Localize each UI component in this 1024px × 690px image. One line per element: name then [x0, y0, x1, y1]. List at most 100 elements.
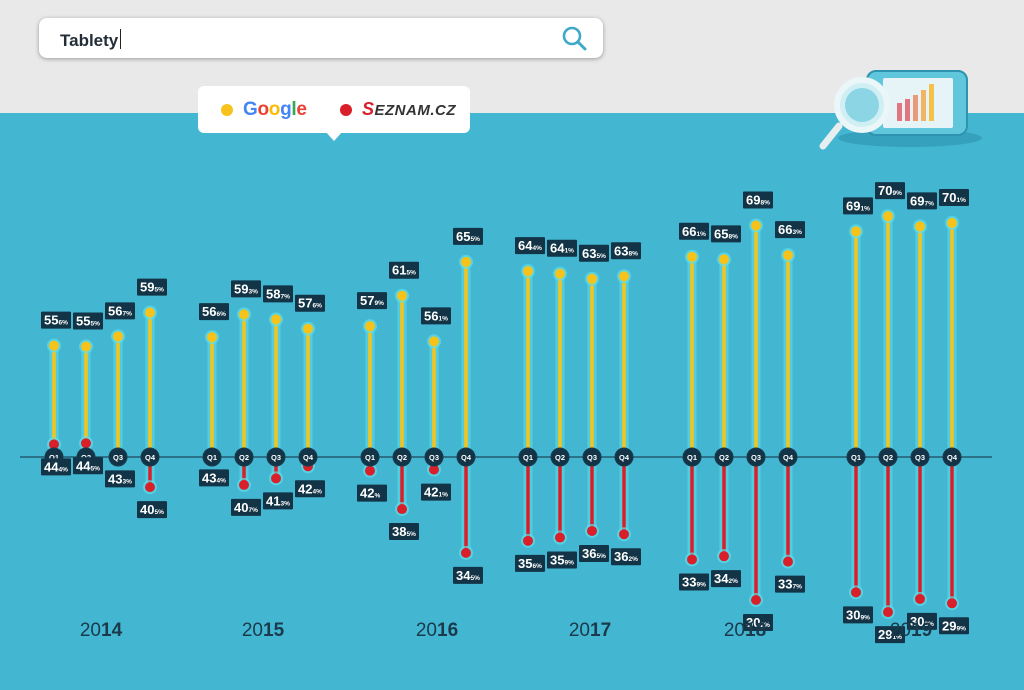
seznam-value-label-bg	[775, 575, 805, 593]
google-value-label: 595%	[140, 280, 164, 295]
year-label: 2016	[416, 620, 458, 641]
seznam-value-label-bg	[421, 483, 451, 501]
google-point	[719, 254, 729, 265]
quarter-label: Q3	[271, 453, 281, 462]
seznam-point	[429, 464, 439, 475]
quarter-node	[518, 447, 538, 467]
google-point	[81, 341, 91, 352]
quarter-label: Q2	[397, 453, 407, 462]
seznam-logo: SEZNAM.CZ	[362, 99, 457, 119]
google-value-label: 661%	[682, 224, 706, 239]
seznam-value-label-bg	[907, 612, 937, 630]
google-value-label: 555%	[76, 313, 100, 328]
google-point	[619, 271, 629, 282]
quarter-label: Q4	[947, 453, 958, 462]
google-value-label: 587%	[266, 286, 290, 301]
quarter-node	[846, 447, 866, 467]
quarter-label: Q1	[851, 453, 861, 462]
seznam-point	[851, 587, 861, 598]
quarter-node	[202, 447, 222, 467]
quarter-label: Q1	[523, 453, 533, 462]
legend-item-seznam: SEZNAM.CZ	[340, 99, 456, 120]
google-point	[687, 251, 697, 262]
seznam-value-label: 291%	[878, 627, 902, 642]
google-point	[851, 226, 861, 237]
google-value-label: 663%	[778, 222, 802, 237]
quarter-label: Q2	[883, 453, 893, 462]
quarter-label: Q3	[915, 453, 925, 462]
google-value-label: 701%	[942, 190, 966, 205]
quarter-label: Q1	[207, 453, 217, 462]
google-value-label: 658%	[714, 226, 738, 241]
google-point	[239, 309, 249, 320]
google-value-label: 641%	[550, 241, 574, 256]
seznam-value-label: 413%	[266, 493, 290, 508]
google-value-label: 709%	[878, 183, 902, 198]
quarter-label: Q1	[687, 453, 697, 462]
seznam-point	[555, 532, 565, 543]
quarter-label: Q2	[555, 453, 565, 462]
seznam-point	[619, 529, 629, 540]
google-point	[523, 266, 533, 277]
google-value-label-bg	[515, 237, 545, 255]
quarter-node	[456, 447, 476, 467]
seznam-value-label-bg	[743, 614, 773, 632]
google-value-label-bg	[679, 222, 709, 240]
seznam-value-label-bg	[73, 457, 103, 475]
search-input[interactable]: Tablety	[60, 29, 122, 51]
quarter-label: Q4	[783, 453, 794, 462]
quarter-label: Q3	[587, 453, 597, 462]
search-bar[interactable]: Tablety	[39, 18, 603, 58]
google-value-label: 644%	[518, 238, 542, 253]
text-caret	[120, 29, 122, 49]
seznam-point	[397, 504, 407, 515]
google-point	[555, 268, 565, 279]
seznam-value-label-bg	[843, 606, 873, 624]
google-legend-dot	[221, 104, 233, 116]
search-icon[interactable]	[561, 25, 587, 51]
google-value-label: 698%	[746, 192, 770, 207]
seznam-point	[883, 607, 893, 618]
seznam-value-label: 424%	[298, 481, 322, 496]
quarter-node	[614, 447, 634, 467]
seznam-point	[587, 525, 597, 536]
google-value-label-bg	[843, 197, 873, 215]
seznam-value-label: 365%	[582, 546, 606, 561]
google-logo: Google	[243, 99, 307, 120]
quarter-node	[550, 447, 570, 467]
quarter-node	[392, 447, 412, 467]
quarter-node	[266, 447, 286, 467]
legend-pointer	[325, 131, 343, 141]
seznam-value-label: 385%	[392, 524, 416, 539]
google-value-label: 635%	[582, 246, 606, 261]
quarter-node	[582, 447, 602, 467]
quarter-node	[360, 447, 380, 467]
quarter-node	[778, 447, 798, 467]
google-value-label: 593%	[234, 281, 258, 296]
google-value-label: 579%	[360, 293, 384, 308]
year-label: 2019	[890, 620, 932, 641]
seznam-value-label-bg	[263, 492, 293, 510]
google-value-label-bg	[579, 244, 609, 262]
seznam-point	[365, 465, 375, 476]
google-value-label-bg	[547, 239, 577, 257]
google-value-label: 556%	[44, 313, 68, 328]
quarter-label: Q3	[113, 453, 123, 462]
google-point	[587, 273, 597, 284]
seznam-value-label-bg	[231, 498, 261, 516]
seznam-value-label: 444%	[44, 459, 68, 474]
seznam-value-label: 433%	[108, 471, 132, 486]
seznam-value-label-bg	[515, 554, 545, 572]
google-value-label-bg	[743, 191, 773, 209]
google-point	[365, 321, 375, 332]
seznam-value-label: 359%	[550, 553, 574, 568]
seznam-value-label: 302%	[746, 615, 770, 630]
quarter-label: Q2	[719, 453, 729, 462]
seznam-point	[461, 547, 471, 558]
seznam-value-label-bg	[199, 469, 229, 487]
google-value-label-bg	[939, 188, 969, 206]
seznam-value-label-bg	[711, 570, 741, 588]
seznam-value-label: 434%	[202, 470, 226, 485]
search-query: Tablety	[60, 31, 119, 50]
google-point	[751, 220, 761, 231]
